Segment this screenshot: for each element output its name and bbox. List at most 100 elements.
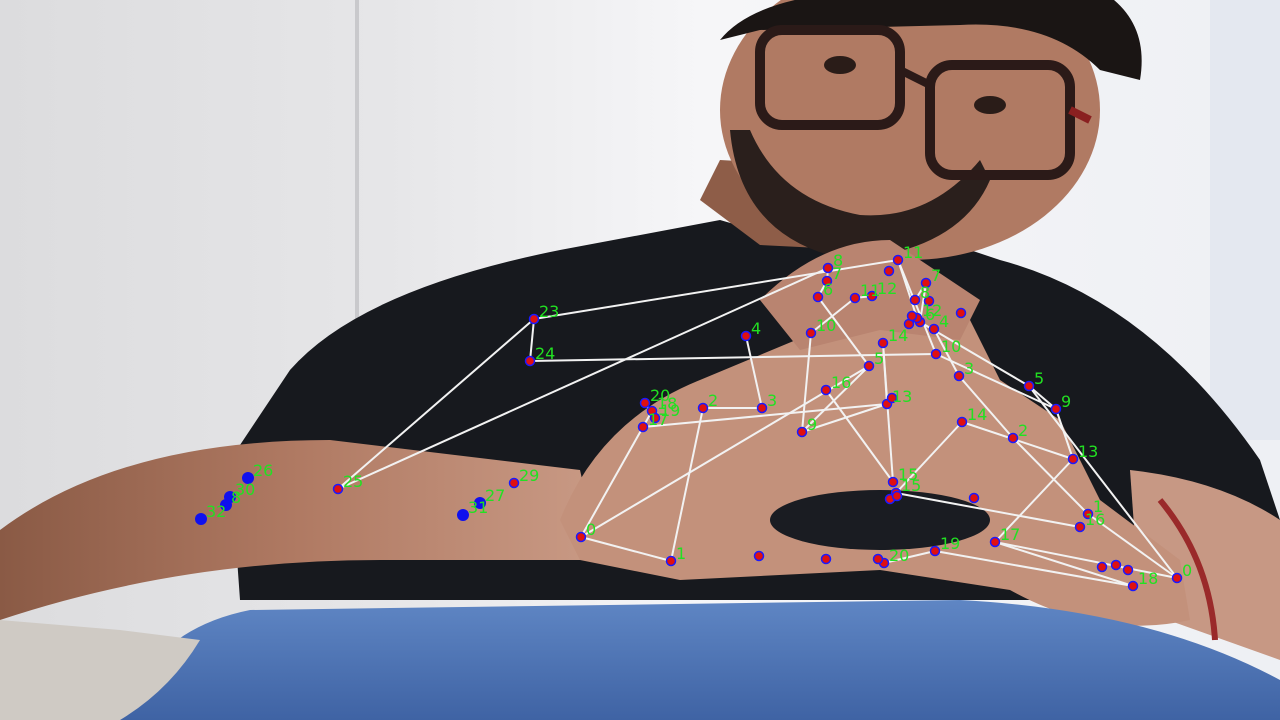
hand-right-keypoint [929,545,941,557]
hand-extra-keypoint [883,265,895,277]
pose-keypoint [457,509,469,521]
hand-left-keypoint-label: 5 [874,349,884,368]
hand-right-keypoint-label: 20 [889,546,909,565]
pose-bone [533,259,899,320]
hand-right-keypoint [989,536,1001,548]
hand-right-keypoint-label: 10 [941,337,961,356]
hand-right-bone [935,353,1057,410]
hand-right-keypoint [1023,380,1035,392]
hand-left-bone [801,332,812,433]
hand-extra-keypoint [955,307,967,319]
pose-keypoint [195,513,207,525]
hand-right-keypoint-label: 17 [1000,525,1020,544]
hand-left-keypoint-label: 18 [657,394,677,413]
hand-left-keypoint-label: 0 [586,520,596,539]
hand-left-keypoint-label: 17 [648,410,668,429]
hand-right-keypoint [953,370,965,382]
hand-left-keypoint [665,555,677,567]
pose-keypoint-label: 8 [231,488,241,507]
hand-left-keypoint-label: 15 [898,465,918,484]
hand-left-keypoint [756,402,768,414]
hand-right-keypoint-label: 0 [1182,561,1192,580]
pose-keypoint-label: 31 [468,498,488,517]
pose-keypoint-label: 23 [539,302,559,321]
hand-right-keypoint-label: 3 [964,359,974,378]
hand-left-keypoint-label: 3 [767,391,777,410]
hand-left-keypoint [887,476,899,488]
pose-keypoint-label: 29 [519,466,539,485]
pose-keypoint [474,497,486,509]
hand-right-keypoint [928,323,940,335]
hand-right-bone [934,550,1134,587]
hand-extra-keypoint [1122,564,1134,576]
hand-extra-keypoint [1096,561,1108,573]
hand-extra-keypoint [886,392,898,404]
hand-right-keypoint [909,294,921,306]
hand-right-bone [895,421,963,494]
table-surface [120,600,1280,720]
hand-extra-keypoint [872,553,884,565]
hand-extra-keypoint [906,310,918,322]
hand-left-bone [801,403,888,433]
hand-left-keypoint [849,292,861,304]
hand-left-keypoint-label: 11 [860,281,880,300]
keypoints [195,254,1183,592]
hand-left-keypoint [820,384,832,396]
hand-right-bone [897,259,918,319]
hand-left-keypoint [697,402,709,414]
hand-left-keypoint [822,262,834,274]
hand-right-bone [1087,513,1178,579]
hand-right-keypoint-label: 16 [1085,510,1105,529]
hand-right-keypoint [920,277,932,289]
pose-keypoint [528,313,540,325]
hand-right-bone [958,375,1014,439]
pose-keypoint [524,355,536,367]
hand-extra-keypoint [923,295,935,307]
hand-left-keypoint-label: 12 [877,279,897,298]
hand-right-bone [933,328,960,377]
hand-left-keypoint-label: 8 [833,251,843,270]
pose-keypoint-label: 25 [343,472,363,491]
hand-left-keypoint [866,290,878,302]
hand-right-keypoint-label: 18 [1138,569,1158,588]
hand-right-bone [1028,385,1178,579]
pose-keypoint-label: 32 [206,502,226,521]
hand-right-keypoint [1067,453,1079,465]
pose-keypoint [242,472,254,484]
hand-right-keypoint-label: 5 [1034,369,1044,388]
hand-left-keypoint-label: 9 [807,415,817,434]
hand-left-bone [580,536,672,562]
hand-left-keypoint [575,531,587,543]
hand-left-keypoint-label: 4 [751,319,761,338]
hand-right-bone [1055,408,1074,460]
pose-bone [529,353,937,362]
hand-right-keypoint [930,348,942,360]
pose-keypoint [220,499,232,511]
pose-keypoint-label: 26 [253,461,273,480]
hand-left-keypoint [805,327,817,339]
hand-right-bone [897,259,937,355]
hand-left-keypoint [649,412,661,424]
hand-right-bone [919,321,1030,387]
hand-right-keypoint-label: 12 [922,301,942,320]
hand-right-keypoint [956,416,968,428]
pose-keypoint-label: 24 [535,344,555,363]
hand-right-keypoint [892,254,904,266]
hand-right-bone [1028,385,1057,410]
hand-extra-keypoint [753,550,765,562]
hand-right-keypoint [1007,432,1019,444]
hand-right-bone [994,541,1134,587]
hand-right-bone [994,541,1178,579]
hand-left-keypoint [821,275,833,287]
hand-right-keypoint [1050,403,1062,415]
hand-left-bone [801,365,870,433]
hand-left-bone [882,342,894,483]
hand-right-bone [883,550,936,564]
hand-left-keypoint-label: 10 [816,316,836,335]
hand-right-bone [895,492,1081,528]
pose-keypoint [508,477,520,489]
hand-right-keypoint-label: 15 [901,476,921,495]
keypoint-labels: 012 3456789101112131415161718192001234567… [206,243,1192,588]
hand-left-keypoint-label: 14 [888,326,908,345]
